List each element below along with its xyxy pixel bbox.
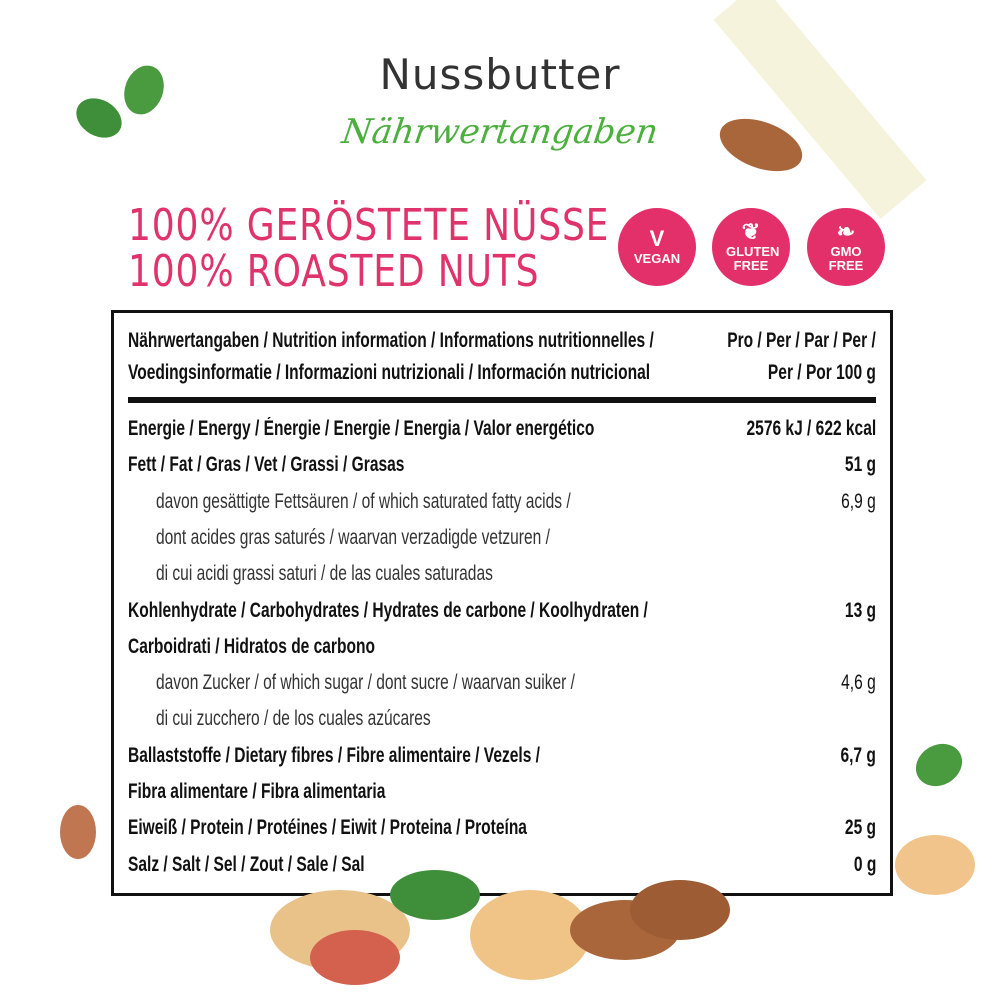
header-per: Pro / Per / Par / Per / [727, 329, 876, 352]
nutrient-label: dont acides gras saturés / waarvan verza… [156, 525, 550, 549]
badge-vegan: V VEGAN [618, 208, 696, 286]
claim-roasted-nuts-de: 100% GERÖSTETE NÜSSE [128, 200, 610, 251]
leaf-decoration [908, 735, 970, 795]
badge-gluten-free: ❦ GLUTEN FREE [712, 208, 790, 286]
nutrient-value: 2576 kJ / 622 kcal [746, 417, 876, 440]
nutrient-label: Fibra alimentare / Fibra alimentaria [128, 780, 386, 803]
paper-strip-decoration [713, 0, 927, 219]
vegan-v-leaf-icon: V [649, 226, 665, 251]
table-row: Energie / Energy / Énergie / Energie / E… [128, 417, 876, 447]
nutrient-label: Energie / Energy / Énergie / Energie / E… [128, 417, 595, 440]
header-label: Voedingsinformatie / Informazioni nutriz… [128, 361, 651, 384]
table-row: di cui acidi grassi saturi / de las cual… [128, 562, 876, 592]
badge-gmo-free: ❧ GMO FREE [807, 208, 885, 286]
table-row: Fett / Fat / Gras / Vet / Grassi / Grasa… [128, 453, 876, 483]
leaves-icon: ❧ [836, 219, 856, 244]
nutrient-value: 4,6 g [841, 671, 876, 695]
header-divider [128, 397, 876, 403]
cashew-decoration [895, 835, 975, 895]
nutrient-value: 25 g [844, 816, 876, 840]
almond-decoration [60, 805, 96, 859]
badge-label: GMO FREE [828, 244, 864, 273]
table-header-row: Voedingsinformatie / Informazioni nutriz… [128, 361, 876, 391]
table-row: Ballaststoffe / Dietary fibres / Fibre a… [128, 744, 876, 774]
table-row: Fibra alimentare / Fibra alimentaria [128, 780, 876, 810]
table-row: Salz / Salt / Sel / Zout / Sale / Sal 0 g [128, 853, 876, 883]
nutrient-label: di cui zucchero / de los cuales azúcares [156, 707, 431, 731]
nutrient-value: 6,7 g [840, 743, 876, 767]
table-row: dont acides gras saturés / waarvan verza… [128, 526, 876, 556]
table-header-row: Nährwertangaben / Nutrition information … [128, 329, 876, 359]
wheat-icon: ❦ [741, 219, 761, 244]
nutrient-label: Salz / Salt / Sel / Zout / Sale / Sal [128, 852, 365, 876]
table-row: davon Zucker / of which sugar / dont suc… [128, 671, 876, 701]
nutrient-label: Kohlenhydrate / Carbohydrates / Hydrates… [128, 598, 648, 622]
nutrient-label: Eiweiß / Protein / Protéines / Eiwit / P… [128, 816, 527, 840]
subtitle-script: Nährwertangaben [339, 112, 661, 152]
nutrition-table: Nährwertangaben / Nutrition information … [111, 310, 893, 896]
nutrient-value: 0 g [853, 852, 876, 876]
table-row: Kohlenhydrate / Carbohydrates / Hydrates… [128, 599, 876, 629]
nutrient-label: Carboidrati / Hidratos de carbono [128, 634, 375, 658]
nutrient-label: di cui acidi grassi saturi / de las cual… [156, 562, 493, 586]
nutrient-label: davon Zucker / of which sugar / dont suc… [156, 671, 575, 695]
claim-roasted-nuts-en: 100% ROASTED NUTS [128, 246, 540, 297]
nutrient-label: Ballaststoffe / Dietary fibres / Fibre a… [128, 743, 540, 767]
nutrient-value: 13 g [844, 598, 876, 622]
nutrient-value: 51 g [844, 453, 876, 477]
table-row: davon gesättigte Fettsäuren / of which s… [128, 490, 876, 520]
badge-label: GLUTEN FREE [726, 244, 780, 273]
nutrient-value: 6,9 g [841, 489, 876, 513]
table-row: di cui zucchero / de los cuales azúcares [128, 707, 876, 737]
nutrient-label: davon gesättigte Fettsäuren / of which s… [156, 489, 571, 513]
nutrient-label: Fett / Fat / Gras / Vet / Grassi / Grasa… [128, 453, 405, 477]
table-row: Eiweiß / Protein / Protéines / Eiwit / P… [128, 816, 876, 846]
header-per: Per / Por 100 g [768, 361, 876, 384]
page-title: Nussbutter [379, 50, 621, 99]
nuts-pile-decoration [270, 870, 730, 1000]
header-label: Nährwertangaben / Nutrition information … [128, 329, 654, 352]
badge-label: VEGAN [633, 251, 681, 266]
table-row: Carboidrati / Hidratos de carbono [128, 635, 876, 665]
